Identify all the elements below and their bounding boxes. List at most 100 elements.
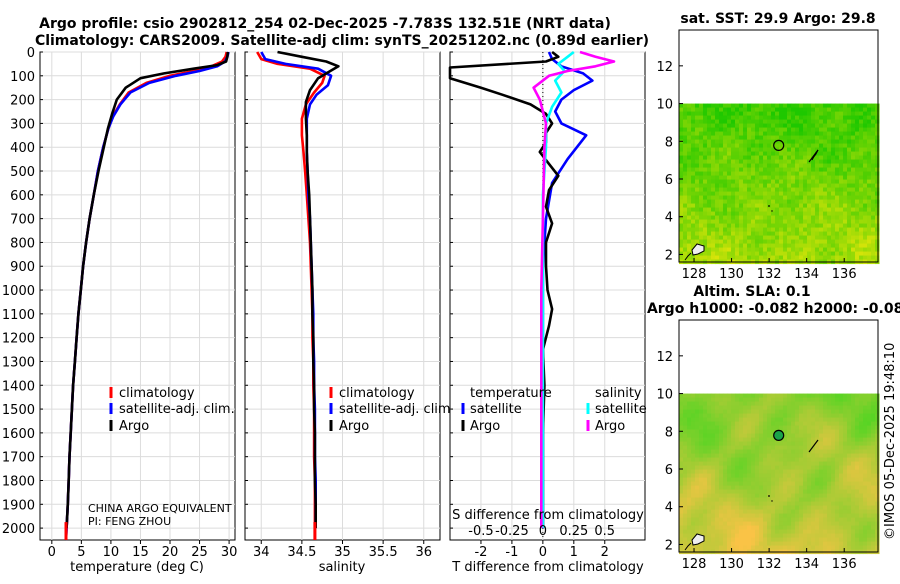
heatmap-cell — [863, 457, 868, 463]
heatmap-cell — [791, 155, 796, 161]
heatmap-cell — [747, 219, 752, 225]
heatmap-cell — [767, 243, 772, 249]
heatmap-cell — [735, 163, 740, 169]
heatmap-cell — [755, 409, 760, 415]
heatmap-cell — [783, 223, 788, 229]
heatmap-cell — [795, 231, 800, 237]
heatmap-cell — [751, 513, 756, 519]
heatmap-cell — [791, 247, 796, 253]
heatmap-cell — [855, 537, 860, 543]
heatmap-cell — [783, 489, 788, 495]
heatmap-cell — [779, 477, 784, 483]
heatmap-cell — [691, 179, 696, 185]
heatmap-cell — [791, 525, 796, 531]
heatmap-cell — [843, 505, 848, 511]
heatmap-cell — [699, 251, 704, 257]
heatmap-cell — [775, 251, 780, 257]
heatmap-cell — [859, 481, 864, 487]
heatmap-cell — [819, 465, 824, 471]
heatmap-cell — [847, 401, 852, 407]
heatmap-cell — [719, 493, 724, 499]
heatmap-cell — [803, 223, 808, 229]
heatmap-cell — [831, 255, 836, 261]
heatmap-cell — [759, 255, 764, 261]
heatmap-cell — [683, 405, 688, 411]
heatmap-cell — [787, 107, 792, 113]
heatmap-cell — [791, 187, 796, 193]
heatmap-cell — [735, 453, 740, 459]
heatmap-cell — [679, 501, 684, 507]
heatmap-cell — [779, 203, 784, 209]
heatmap-cell — [851, 135, 856, 141]
heatmap-cell — [815, 135, 820, 141]
heatmap-cell — [799, 513, 804, 519]
heatmap-cell — [811, 473, 816, 479]
heatmap-cell — [839, 179, 844, 185]
heatmap-cell — [807, 401, 812, 407]
heatmap-cell — [795, 453, 800, 459]
heatmap-cell — [711, 215, 716, 221]
heatmap-cell — [815, 215, 820, 221]
heatmap-cell — [771, 115, 776, 121]
heatmap-cell — [771, 231, 776, 237]
heatmap-cell — [783, 103, 788, 109]
heatmap-cell — [791, 227, 796, 233]
heatmap-cell — [799, 397, 804, 403]
heatmap-cell — [727, 413, 732, 419]
heatmap-cell — [831, 139, 836, 145]
heatmap-cell — [767, 131, 772, 137]
heatmap-cell — [679, 167, 684, 173]
heatmap-cell — [747, 533, 752, 539]
heatmap-cell — [827, 247, 832, 253]
heatmap-cell — [791, 537, 796, 543]
heatmap-cell — [699, 449, 704, 455]
heatmap-cell — [787, 529, 792, 535]
heatmap-cell — [823, 441, 828, 447]
heatmap-cell — [863, 537, 868, 543]
heatmap-cell — [703, 397, 708, 403]
heatmap-cell — [803, 521, 808, 527]
heatmap-cell — [851, 119, 856, 125]
heatmap-cell — [827, 445, 832, 451]
heatmap-cell — [839, 397, 844, 403]
heatmap-cell — [807, 119, 812, 125]
heatmap-cell — [755, 393, 760, 399]
heatmap-cell — [811, 175, 816, 181]
heatmap-cell — [835, 473, 840, 479]
heatmap-cell — [867, 541, 872, 547]
heatmap-cell — [759, 147, 764, 153]
heatmap-cell — [707, 115, 712, 121]
heatmap-cell — [747, 453, 752, 459]
heatmap-cell — [871, 163, 876, 169]
heatmap-cell — [731, 199, 736, 205]
heatmap-cell — [871, 127, 876, 133]
map-latitude-label: 12 — [656, 350, 673, 365]
heatmap-cell — [679, 175, 684, 181]
heatmap-cell — [871, 219, 876, 225]
heatmap-cell — [807, 255, 812, 261]
heatmap-cell — [755, 489, 760, 495]
heatmap-cell — [755, 191, 760, 197]
heatmap-cell — [831, 191, 836, 197]
heatmap-cell — [787, 473, 792, 479]
heatmap-cell — [711, 191, 716, 197]
heatmap-cell — [723, 417, 728, 423]
heatmap-cell — [835, 163, 840, 169]
heatmap-cell — [851, 497, 856, 503]
heatmap-cell — [711, 227, 716, 233]
heatmap-cell — [835, 533, 840, 539]
heatmap-cell — [847, 409, 852, 415]
heatmap-cell — [803, 171, 808, 177]
heatmap-cell — [723, 131, 728, 137]
heatmap-cell — [695, 115, 700, 121]
heatmap-cell — [751, 417, 756, 423]
heatmap-cell — [791, 405, 796, 411]
heatmap-cell — [863, 505, 868, 511]
heatmap-cell — [771, 429, 776, 435]
heatmap-cell — [691, 107, 696, 113]
heatmap-cell — [831, 501, 836, 507]
imos-timestamp-watermark: ©IMOS 05-Dec-2025 19:48:10 — [883, 343, 898, 540]
heatmap-cell — [799, 413, 804, 419]
heatmap-cell — [779, 215, 784, 221]
heatmap-cell — [723, 521, 728, 527]
